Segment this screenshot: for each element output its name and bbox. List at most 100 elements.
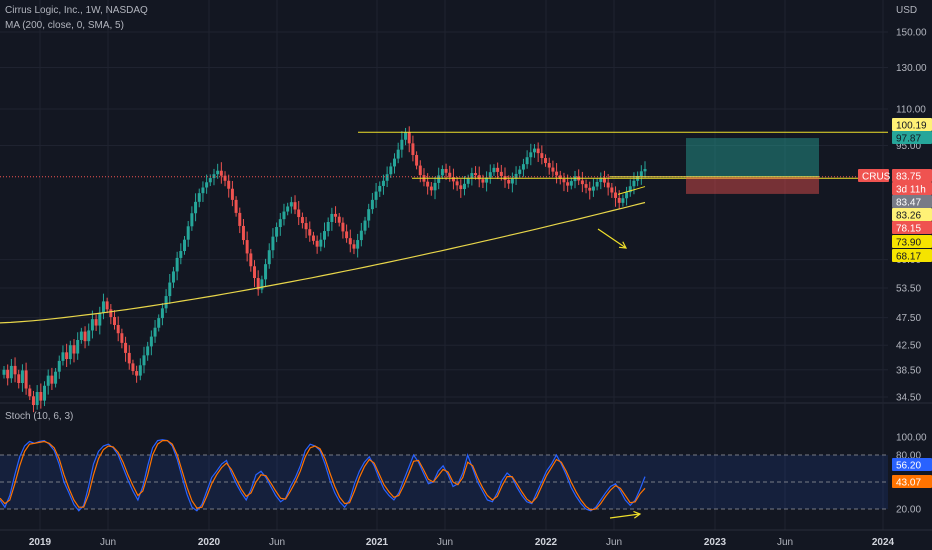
candle-body bbox=[176, 258, 179, 272]
candle-body bbox=[474, 173, 477, 175]
candle-body bbox=[179, 251, 182, 258]
symbol-legend[interactable]: Cirrus Logic, Inc., 1W, NASDAQ bbox=[5, 5, 148, 16]
price-label: 100.19 bbox=[892, 118, 932, 132]
price-tick: 53.50 bbox=[896, 284, 921, 295]
candle-body bbox=[43, 386, 46, 401]
candle-body bbox=[102, 301, 105, 313]
candle-body bbox=[139, 365, 142, 375]
price-axis: USD150.00130.00110.0095.0060.0053.5047.5… bbox=[858, 5, 932, 516]
candle-body bbox=[216, 171, 219, 174]
price-label-text: 83.75 bbox=[896, 172, 921, 183]
price-tick: 110.00 bbox=[896, 105, 926, 116]
candle-body bbox=[80, 332, 83, 340]
candle-body bbox=[566, 182, 569, 185]
candle-body bbox=[356, 240, 359, 249]
candle-body bbox=[393, 159, 396, 167]
candle-body bbox=[47, 376, 50, 386]
candle-body bbox=[61, 352, 64, 361]
loss-zone bbox=[686, 177, 819, 194]
time-tick: 2024 bbox=[872, 537, 895, 548]
candle-body bbox=[17, 374, 20, 383]
candle-body bbox=[301, 217, 304, 223]
candle-body bbox=[400, 140, 403, 150]
candle-body bbox=[268, 250, 271, 264]
price-label-text: 97.87 bbox=[896, 134, 921, 145]
candle-body bbox=[540, 153, 543, 158]
candle-body bbox=[323, 231, 326, 240]
candle-body bbox=[146, 346, 149, 355]
candle-body bbox=[375, 192, 378, 200]
price-label: 3d 11h bbox=[892, 182, 932, 196]
price-label-text: 73.90 bbox=[896, 238, 921, 249]
candle-body bbox=[91, 319, 94, 330]
candle-body bbox=[271, 237, 274, 251]
time-tick: Jun bbox=[269, 537, 285, 548]
candle-body bbox=[28, 389, 31, 397]
candle-body bbox=[297, 210, 300, 218]
candle-body bbox=[165, 296, 168, 308]
candle-body bbox=[430, 187, 433, 191]
price-label: 83.47 bbox=[892, 195, 932, 209]
candle-body bbox=[84, 332, 87, 342]
candle-body bbox=[456, 181, 459, 185]
candle-body bbox=[621, 198, 624, 203]
candle-body bbox=[72, 345, 75, 353]
price-label-text: 3d 11h bbox=[896, 185, 926, 196]
candle-body bbox=[65, 352, 68, 359]
candle-body bbox=[588, 188, 591, 191]
candle-body bbox=[131, 363, 134, 371]
candle-body bbox=[397, 150, 400, 159]
candle-body bbox=[194, 202, 197, 213]
candle-body bbox=[120, 333, 123, 343]
candle-body bbox=[150, 337, 153, 347]
candle-body bbox=[95, 319, 98, 325]
candle-body bbox=[220, 171, 223, 176]
candle-body bbox=[463, 184, 466, 189]
candle-body bbox=[106, 301, 109, 309]
candle-body bbox=[327, 222, 330, 231]
candle-body bbox=[496, 168, 499, 172]
candle-body bbox=[419, 166, 422, 176]
time-tick: 2019 bbox=[29, 537, 52, 548]
price-tick: 47.50 bbox=[896, 313, 921, 324]
candle-body bbox=[124, 343, 127, 353]
candle-body bbox=[312, 236, 315, 241]
price-label: 68.17 bbox=[892, 249, 932, 263]
candle-body bbox=[544, 158, 547, 163]
candle-body bbox=[338, 217, 341, 223]
candle-body bbox=[467, 178, 470, 183]
candle-body bbox=[238, 213, 241, 226]
candle-body bbox=[205, 182, 208, 187]
price-label-text: 78.15 bbox=[896, 224, 921, 235]
stoch-tick: 100.00 bbox=[896, 433, 927, 444]
candle-body bbox=[408, 132, 411, 143]
candle-body bbox=[168, 283, 171, 297]
time-tick: Jun bbox=[606, 537, 622, 548]
candle-body bbox=[128, 353, 131, 363]
candle-body bbox=[360, 231, 363, 240]
candle-body bbox=[249, 253, 252, 266]
candle-body bbox=[434, 183, 437, 190]
candle-body bbox=[511, 179, 514, 184]
candle-body bbox=[481, 179, 484, 182]
candle-body bbox=[305, 223, 308, 229]
time-tick: 2023 bbox=[704, 537, 727, 548]
stoch-value-label: 56.20 bbox=[892, 458, 932, 472]
candle-body bbox=[253, 266, 256, 278]
price-label-text: CRUS bbox=[862, 172, 891, 183]
candle-body bbox=[537, 149, 540, 154]
candle-body bbox=[526, 157, 529, 164]
candle-body bbox=[227, 181, 230, 189]
candle-body bbox=[585, 184, 588, 188]
candle-body bbox=[183, 240, 186, 251]
candle-body bbox=[275, 227, 278, 237]
candle-body bbox=[87, 330, 90, 341]
ma-legend[interactable]: MA (200, close, 0, SMA, 5) bbox=[5, 20, 124, 31]
candle-body bbox=[459, 185, 462, 189]
candle-body bbox=[113, 317, 116, 325]
stoch-legend[interactable]: Stoch (10, 6, 3) bbox=[5, 411, 73, 422]
candle-body bbox=[415, 155, 418, 166]
candle-body bbox=[426, 182, 429, 187]
candle-body bbox=[6, 370, 9, 379]
